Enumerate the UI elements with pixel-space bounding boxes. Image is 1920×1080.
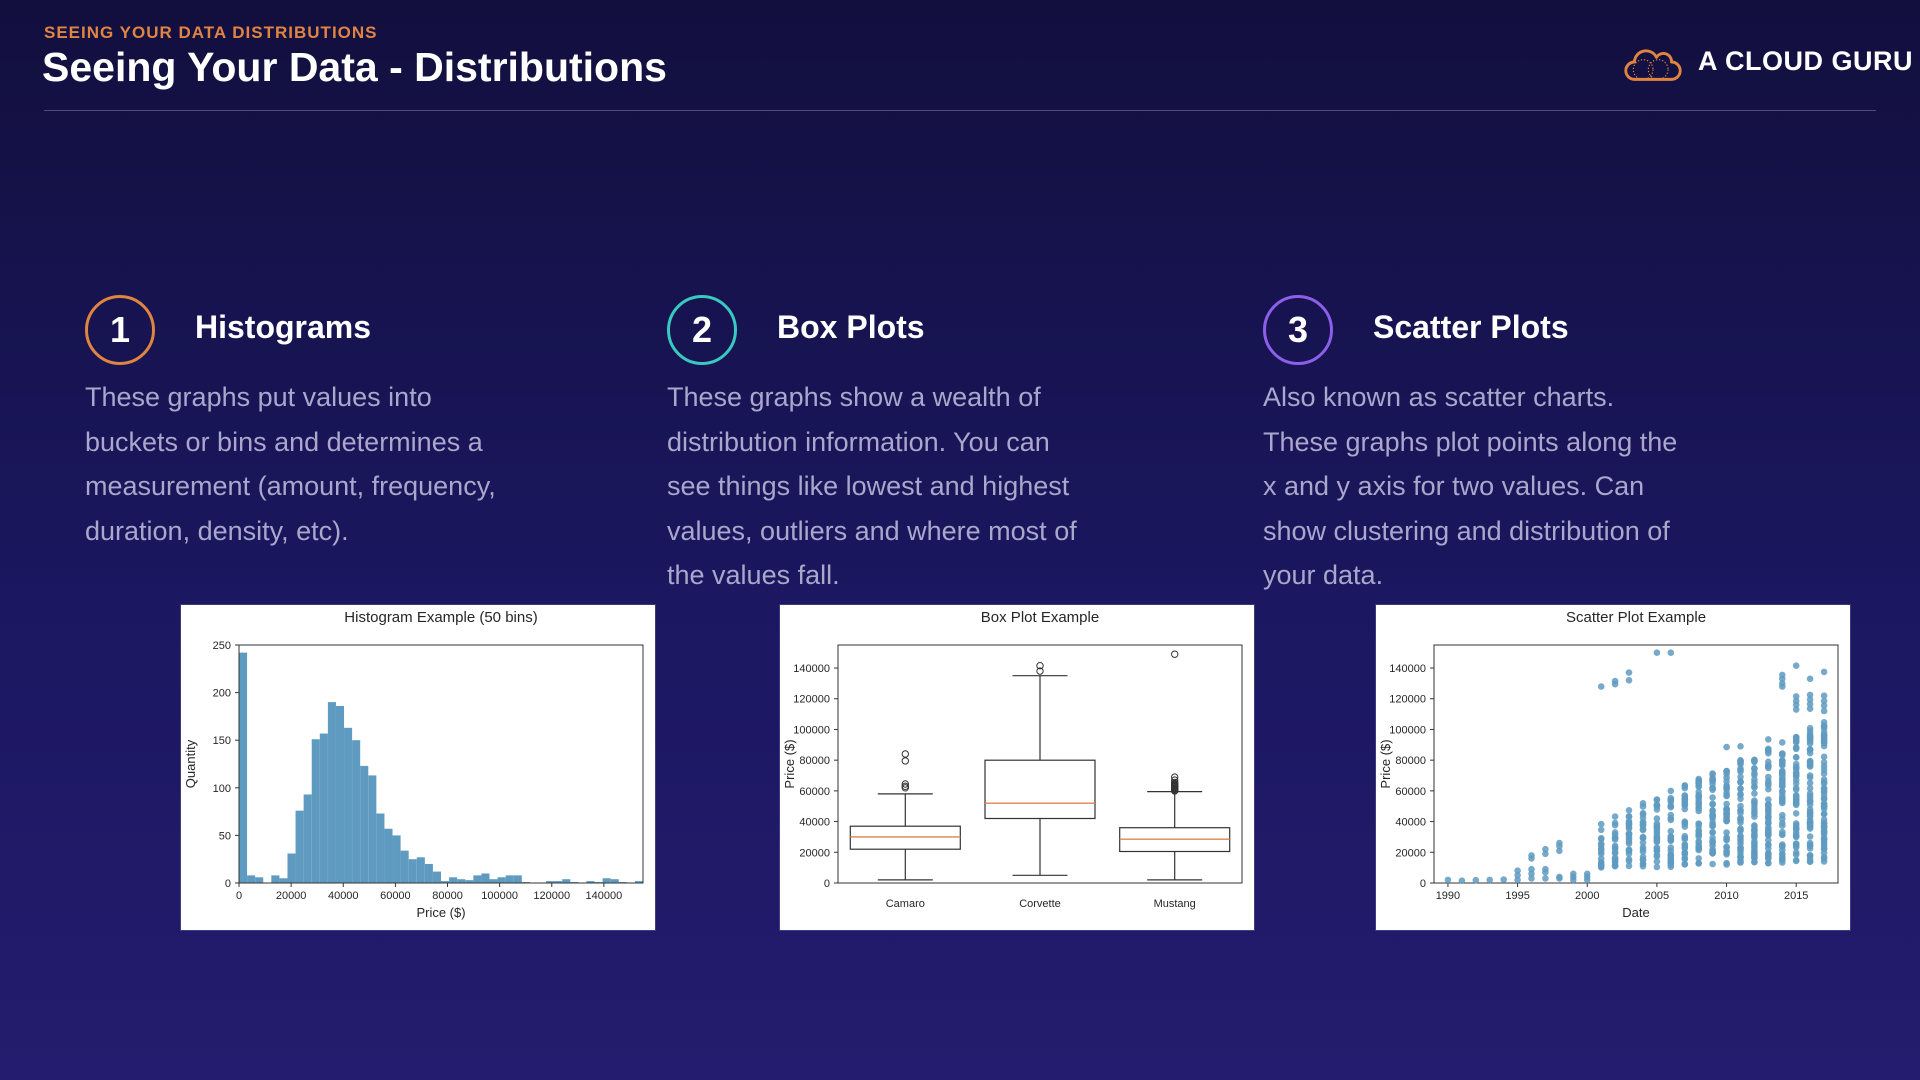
svg-text:0: 0 xyxy=(1420,878,1426,890)
svg-text:0: 0 xyxy=(225,878,231,890)
svg-text:120000: 120000 xyxy=(533,890,570,902)
svg-text:200: 200 xyxy=(213,688,231,700)
svg-text:Camaro: Camaro xyxy=(886,898,925,910)
svg-text:20000: 20000 xyxy=(799,847,830,859)
svg-text:2015: 2015 xyxy=(1784,890,1808,902)
svg-text:60000: 60000 xyxy=(380,890,411,902)
svg-text:1995: 1995 xyxy=(1505,890,1529,902)
svg-text:2000: 2000 xyxy=(1575,890,1599,902)
svg-text:Corvette: Corvette xyxy=(1019,898,1061,910)
svg-text:Mustang: Mustang xyxy=(1154,898,1196,910)
svg-text:60000: 60000 xyxy=(1395,786,1426,798)
svg-text:Price ($): Price ($) xyxy=(782,739,797,788)
svg-text:40000: 40000 xyxy=(1395,817,1426,829)
svg-text:60000: 60000 xyxy=(799,786,830,798)
svg-text:40000: 40000 xyxy=(799,817,830,829)
svg-text:150: 150 xyxy=(213,735,231,747)
svg-text:1990: 1990 xyxy=(1436,890,1460,902)
svg-text:Price ($): Price ($) xyxy=(1378,739,1393,788)
svg-text:80000: 80000 xyxy=(432,890,463,902)
svg-text:250: 250 xyxy=(213,640,231,652)
svg-text:0: 0 xyxy=(236,890,242,902)
svg-text:100000: 100000 xyxy=(481,890,518,902)
svg-text:2010: 2010 xyxy=(1714,890,1738,902)
svg-text:120000: 120000 xyxy=(1389,694,1426,706)
svg-text:80000: 80000 xyxy=(799,755,830,767)
svg-text:140000: 140000 xyxy=(1389,663,1426,675)
svg-text:100000: 100000 xyxy=(793,724,830,736)
svg-text:0: 0 xyxy=(824,878,830,890)
svg-text:140000: 140000 xyxy=(586,890,623,902)
svg-text:40000: 40000 xyxy=(328,890,359,902)
svg-text:140000: 140000 xyxy=(793,663,830,675)
svg-text:100000: 100000 xyxy=(1389,724,1426,736)
svg-text:2005: 2005 xyxy=(1645,890,1669,902)
svg-text:50: 50 xyxy=(219,830,231,842)
svg-text:Box Plot Example: Box Plot Example xyxy=(981,609,1099,626)
svg-text:20000: 20000 xyxy=(1395,847,1426,859)
svg-text:Price ($): Price ($) xyxy=(416,905,465,920)
svg-text:20000: 20000 xyxy=(276,890,307,902)
svg-text:120000: 120000 xyxy=(793,694,830,706)
svg-text:Quantity: Quantity xyxy=(183,739,198,788)
svg-text:Date: Date xyxy=(1622,905,1649,920)
svg-text:100: 100 xyxy=(213,783,231,795)
svg-text:Scatter Plot Example: Scatter Plot Example xyxy=(1566,609,1706,626)
svg-text:80000: 80000 xyxy=(1395,755,1426,767)
svg-text:Histogram Example (50 bins): Histogram Example (50 bins) xyxy=(344,609,537,626)
